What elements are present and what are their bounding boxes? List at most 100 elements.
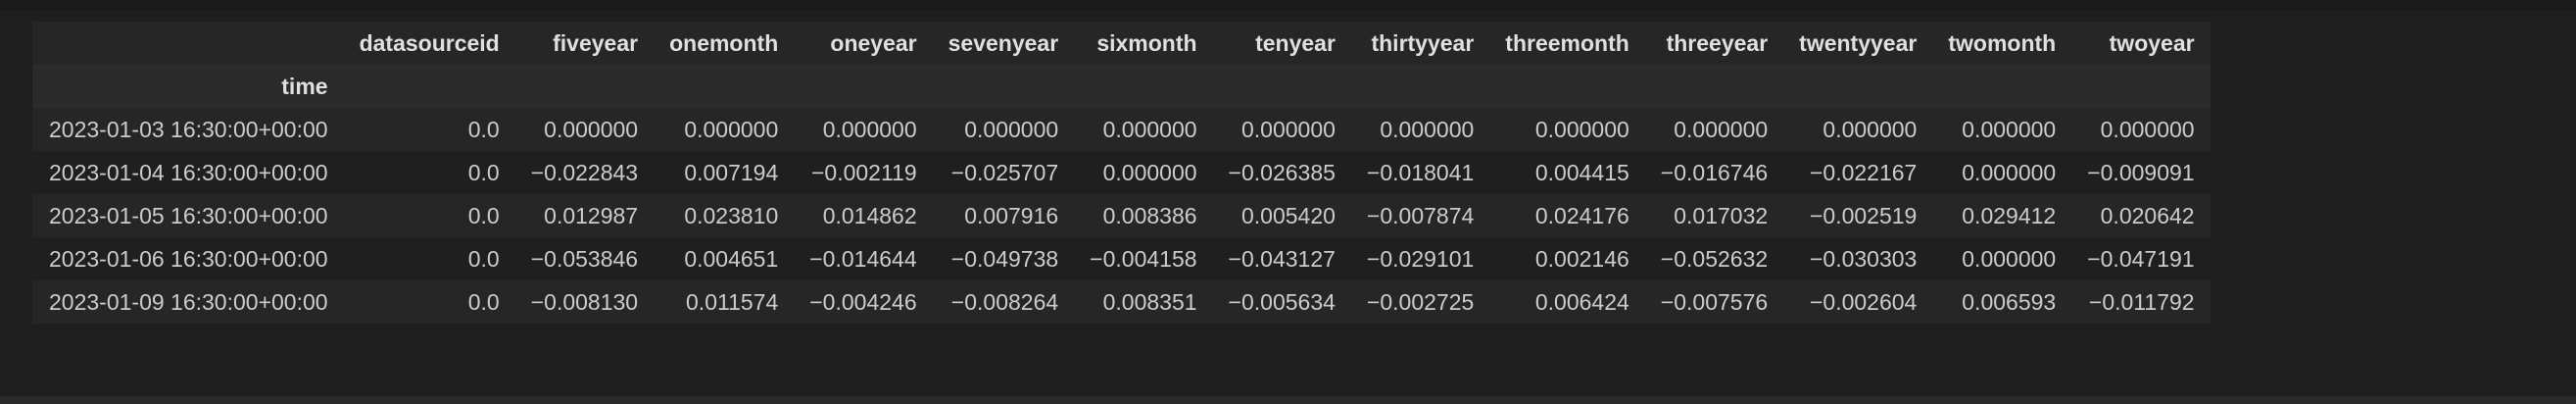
empty-header-cell <box>1489 65 1645 108</box>
table-cell: −0.007576 <box>1660 288 1769 315</box>
column-header-datasourceid: datasourceid <box>343 22 515 65</box>
table-cell: 0.017032 <box>1674 202 1769 228</box>
table-cell: 0.008351 <box>1102 288 1197 315</box>
table-cell: −0.014644 <box>809 245 917 272</box>
table-cell: −0.052632 <box>1660 245 1769 272</box>
empty-header-cell <box>1783 65 1933 108</box>
notebook-output-cell: datasourceid fiveyear onemonth oneyear s… <box>32 22 2211 324</box>
column-header-threeyear: threeyear <box>1644 22 1784 65</box>
table-cell: 0.000000 <box>1102 159 1197 185</box>
table-cell: −0.002119 <box>810 159 917 185</box>
table-row: 2023-01-09 16:30:00+00:00 0.0 −0.008130 … <box>32 280 2211 324</box>
table-cell: −0.002725 <box>1366 288 1475 315</box>
table-cell: −0.029101 <box>1366 245 1475 272</box>
table-cell: 0.006593 <box>1962 288 2057 315</box>
table-cell: 0.029412 <box>1962 202 2057 228</box>
column-header-sevenyear: sevenyear <box>932 22 1075 65</box>
table-cell: −0.005634 <box>1228 288 1336 315</box>
table-cell: 0.007916 <box>964 202 1059 228</box>
table-cell: 0.004415 <box>1534 159 1629 185</box>
empty-header-cell <box>1212 65 1351 108</box>
table-row: 2023-01-05 16:30:00+00:00 0.0 0.012987 0… <box>32 194 2211 237</box>
column-header-threemonth: threemonth <box>1489 22 1645 65</box>
table-cell: 0.014862 <box>822 202 917 228</box>
table-cell: −0.049738 <box>950 245 1059 272</box>
table-cell: 0.000000 <box>2100 116 2195 142</box>
table-cell: −0.043127 <box>1228 245 1336 272</box>
table-cell: 0.000000 <box>1674 116 1769 142</box>
empty-header-cell <box>343 65 515 108</box>
column-header-twomonth: twomonth <box>1932 22 2072 65</box>
index-name-row: time <box>32 65 2211 108</box>
table-cell: −0.030303 <box>1809 245 1918 272</box>
empty-header-cell <box>654 65 795 108</box>
table-cell: 0.000000 <box>1102 116 1197 142</box>
table-cell: −0.018041 <box>1366 159 1475 185</box>
table-cell: 0.000000 <box>964 116 1059 142</box>
table-cell: −0.004246 <box>809 288 917 315</box>
table-cell: 0.000000 <box>1380 116 1475 142</box>
row-index-label: 2023-01-04 16:30:00+00:00 <box>49 159 328 185</box>
table-cell: 0.0 <box>467 202 500 228</box>
table-cell: −0.008130 <box>530 288 639 315</box>
empty-header-cell <box>794 65 933 108</box>
index-corner-header <box>32 22 344 65</box>
table-cell: −0.008264 <box>950 288 1059 315</box>
table-cell: −0.002519 <box>1809 202 1918 228</box>
empty-header-cell <box>2071 65 2211 108</box>
empty-header-cell <box>932 65 1075 108</box>
column-header-thirtyyear: thirtyyear <box>1350 22 1490 65</box>
column-header-fiveyear: fiveyear <box>514 22 655 65</box>
table-cell: −0.016746 <box>1660 159 1769 185</box>
table-cell: −0.026385 <box>1228 159 1336 185</box>
table-cell: 0.000000 <box>544 116 639 142</box>
empty-header-cell <box>1932 65 2072 108</box>
table-cell: 0.000000 <box>1962 159 2057 185</box>
table-row: 2023-01-03 16:30:00+00:00 0.0 0.000000 0… <box>32 108 2211 151</box>
table-cell: −0.025707 <box>950 159 1059 185</box>
table-cell: 0.007194 <box>684 159 779 185</box>
table-cell: −0.007874 <box>1366 202 1475 228</box>
table-cell: 0.0 <box>467 159 500 185</box>
column-header-oneyear: oneyear <box>794 22 933 65</box>
row-index-label: 2023-01-03 16:30:00+00:00 <box>49 116 328 142</box>
index-name-header: time <box>32 65 344 108</box>
table-cell: −0.022843 <box>530 159 639 185</box>
column-header-tenyear: tenyear <box>1212 22 1351 65</box>
table-cell: −0.002604 <box>1809 288 1918 315</box>
empty-header-cell <box>1350 65 1490 108</box>
column-header-twoyear: twoyear <box>2071 22 2211 65</box>
empty-header-cell <box>514 65 655 108</box>
table-cell: 0.020642 <box>2100 202 2195 228</box>
row-index-label: 2023-01-06 16:30:00+00:00 <box>49 245 328 272</box>
table-cell: 0.004651 <box>684 245 779 272</box>
table-cell: 0.006424 <box>1534 288 1629 315</box>
table-cell: 0.024176 <box>1534 202 1629 228</box>
table-cell: 0.000000 <box>1962 245 2057 272</box>
cell-bottom-border <box>0 396 2576 404</box>
table-cell: 0.011574 <box>686 288 779 315</box>
row-index-label: 2023-01-09 16:30:00+00:00 <box>49 288 328 315</box>
table-row: 2023-01-06 16:30:00+00:00 0.0 −0.053846 … <box>32 237 2211 280</box>
table-cell: 0.000000 <box>1823 116 1918 142</box>
table-cell: 0.0 <box>467 245 500 272</box>
table-cell: 0.000000 <box>1240 116 1336 142</box>
table-row: 2023-01-04 16:30:00+00:00 0.0 −0.022843 … <box>32 151 2211 194</box>
table-cell: −0.009091 <box>2087 159 2195 185</box>
table-cell: 0.000000 <box>684 116 779 142</box>
empty-header-cell <box>1074 65 1213 108</box>
table-cell: 0.002146 <box>1534 245 1629 272</box>
cell-top-border <box>0 0 2576 10</box>
table-cell: −0.047191 <box>2087 245 2195 272</box>
dataframe-table: datasourceid fiveyear onemonth oneyear s… <box>32 22 2211 324</box>
table-cell: 0.000000 <box>822 116 917 142</box>
table-cell: 0.012987 <box>544 202 639 228</box>
table-cell: 0.000000 <box>1534 116 1629 142</box>
table-cell: 0.008386 <box>1102 202 1197 228</box>
table-cell: −0.011792 <box>2088 288 2195 315</box>
table-cell: −0.022167 <box>1809 159 1918 185</box>
table-cell: 0.0 <box>467 288 500 315</box>
empty-header-cell <box>1644 65 1784 108</box>
table-cell: −0.004158 <box>1090 245 1197 272</box>
column-header-twentyyear: twentyyear <box>1783 22 1933 65</box>
